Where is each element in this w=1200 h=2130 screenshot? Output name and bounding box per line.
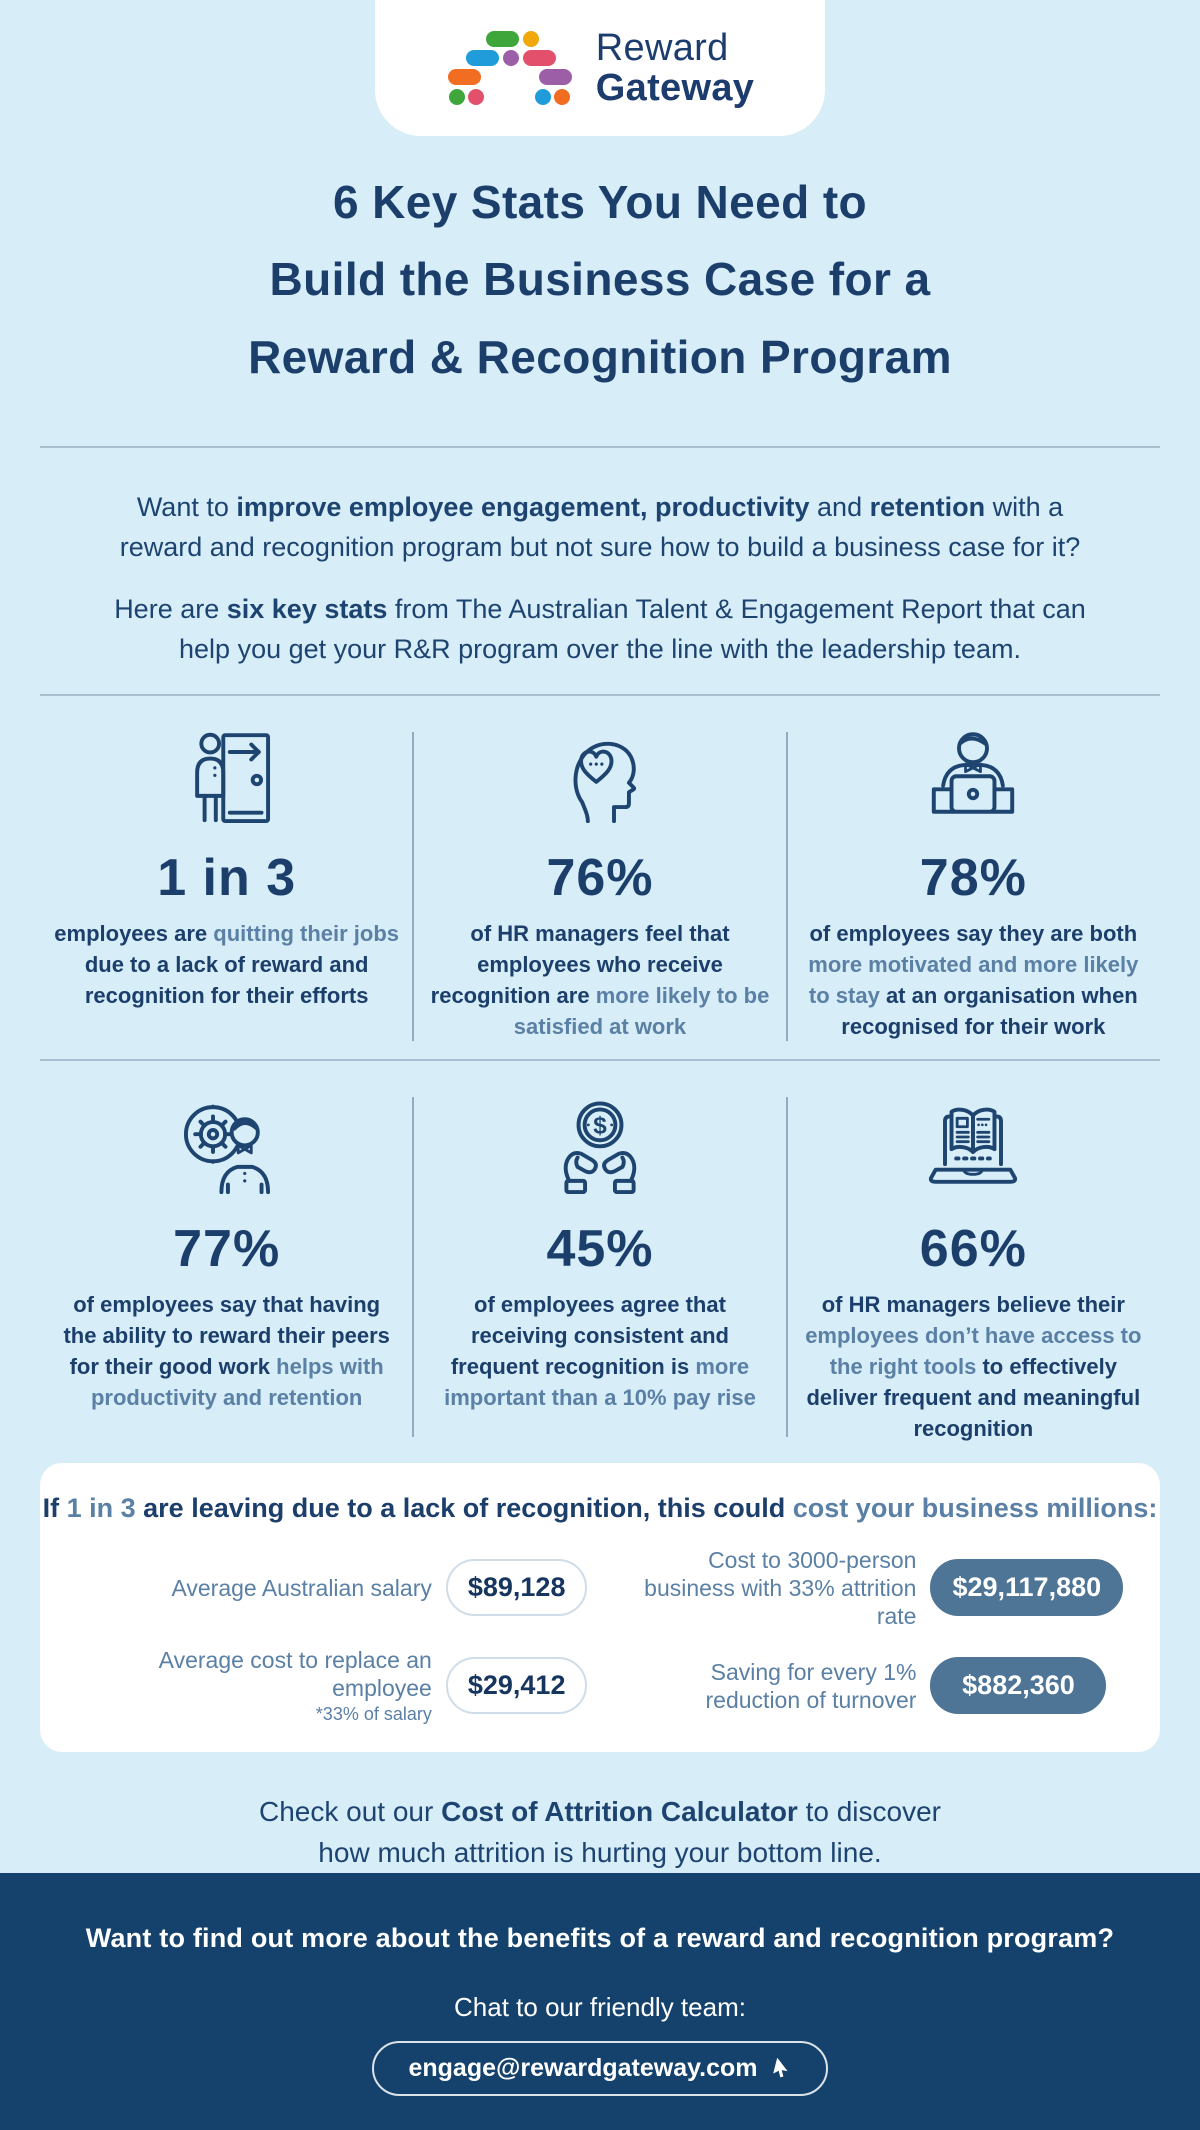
page-title: 6 Key Stats You Need to Build the Busine…	[50, 164, 1150, 396]
footer-headline: Want to find out more about the benefits…	[85, 1923, 1115, 1954]
stat-card-45: $ 45% of employees agree that receiving …	[412, 1061, 786, 1455]
cost-value-pill: $882,360	[930, 1657, 1107, 1715]
cost-value-pill: $29,412	[445, 1657, 588, 1715]
divider	[40, 445, 1160, 448]
cost-card-title: If 1 in 3 are leaving due to a lack of r…	[42, 1492, 1158, 1523]
intro-paragraph-1: Want to improve employee engagement, pro…	[119, 491, 1081, 562]
brand-line-2: Gateway	[595, 67, 755, 109]
title-line-2: Build the Business Case for a	[269, 253, 931, 306]
stat-description: of HR managers believe their employees d…	[805, 1291, 1142, 1442]
cost-item-average-salary: Average Australian salary $89,128	[77, 1559, 588, 1617]
cost-value-pill: $29,117,880	[930, 1559, 1124, 1617]
stat-value: 66%	[919, 1219, 1027, 1278]
stat-value: 78%	[919, 848, 1027, 907]
cost-item-label: Average cost to replace an employee *33%…	[158, 1646, 432, 1724]
reward-gateway-arch-logo-icon	[446, 31, 574, 105]
title-line-1: 6 Key Stats You Need to	[332, 176, 868, 228]
brand-line-1: Reward	[595, 27, 729, 69]
stat-value: 45%	[546, 1219, 654, 1278]
attrition-calculator-note: Check out our Cost of Attrition Calculat…	[258, 1795, 941, 1868]
stat-description: of employees agree that receiving consis…	[444, 1291, 756, 1411]
cost-item-turnover-saving: Saving for every 1% reduction of turnove…	[621, 1657, 1123, 1715]
intro-paragraph-2: Here are six key stats from The Australi…	[114, 593, 1086, 664]
stat-description: of employees say they are both more moti…	[808, 920, 1139, 1040]
divider	[40, 1058, 1160, 1061]
cost-grid: Average Australian salary $89,128 Cost t…	[77, 1546, 1124, 1726]
contact-email-label: engage@rewardgateway.com	[408, 2054, 758, 2083]
stat-value: 1 in 3	[157, 848, 297, 907]
head-heart-icon	[427, 722, 772, 838]
logo-card: Reward Gateway	[375, 0, 825, 136]
stats-row-1: 1 in 3 employees are quitting their jobs…	[40, 696, 1160, 1059]
brand-wordmark: Reward Gateway	[596, 29, 754, 107]
svg-text:$: $	[593, 1112, 607, 1139]
stat-description: of employees say that having the ability…	[63, 1291, 390, 1411]
stat-value: 76%	[546, 848, 654, 907]
cost-item-business-cost: Cost to 3000-person business with 33% at…	[621, 1546, 1124, 1630]
stat-description: employees are quitting their jobs due to…	[54, 920, 400, 1009]
divider	[40, 693, 1160, 696]
cursor-arrow-icon	[770, 2057, 792, 2080]
cost-item-label: Saving for every 1% reduction of turnove…	[705, 1658, 917, 1713]
stats-row-2: 77% of employees say that having the abi…	[40, 1061, 1160, 1455]
footer-subline: Chat to our friendly team:	[454, 1992, 746, 2023]
stat-card-66: 66% of HR managers believe their employe…	[785, 1061, 1160, 1455]
cost-item-label: Cost to 3000-person business with 33% at…	[644, 1546, 917, 1629]
employee-laptop-icon	[801, 722, 1146, 838]
cost-item-replacement-cost: Average cost to replace an employee *33%…	[77, 1646, 588, 1726]
intro-section: Want to improve employee engagement, pro…	[0, 488, 1200, 670]
person-quitting-door-icon	[54, 722, 399, 838]
cost-item-label: Average Australian salary	[171, 1574, 432, 1601]
stat-card-1-in-3: 1 in 3 employees are quitting their jobs…	[40, 696, 413, 1059]
stat-card-78: 78% of employees say they are both more …	[785, 696, 1160, 1059]
person-gear-icon	[54, 1093, 399, 1209]
stat-card-76: 76% of HR managers feel that employees w…	[412, 696, 786, 1059]
hands-dollar-coin-icon: $	[427, 1093, 772, 1209]
footer-cta-section: Want to find out more about the benefits…	[0, 1873, 1200, 2130]
cost-of-attrition-calculator-link-text: Cost of Attrition Calculator	[441, 1795, 798, 1827]
stat-value: 77%	[173, 1219, 281, 1278]
cost-value-pill: $89,128	[445, 1559, 588, 1617]
laptop-open-book-icon	[801, 1093, 1146, 1209]
title-line-3: Reward & Recognition Program	[248, 330, 952, 383]
contact-email-button[interactable]: engage@rewardgateway.com	[372, 2041, 828, 2097]
stat-card-77: 77% of employees say that having the abi…	[40, 1061, 413, 1455]
stat-description: of HR managers feel that employees who r…	[430, 920, 770, 1040]
cost-of-attrition-card: If 1 in 3 are leaving due to a lack of r…	[40, 1462, 1160, 1752]
